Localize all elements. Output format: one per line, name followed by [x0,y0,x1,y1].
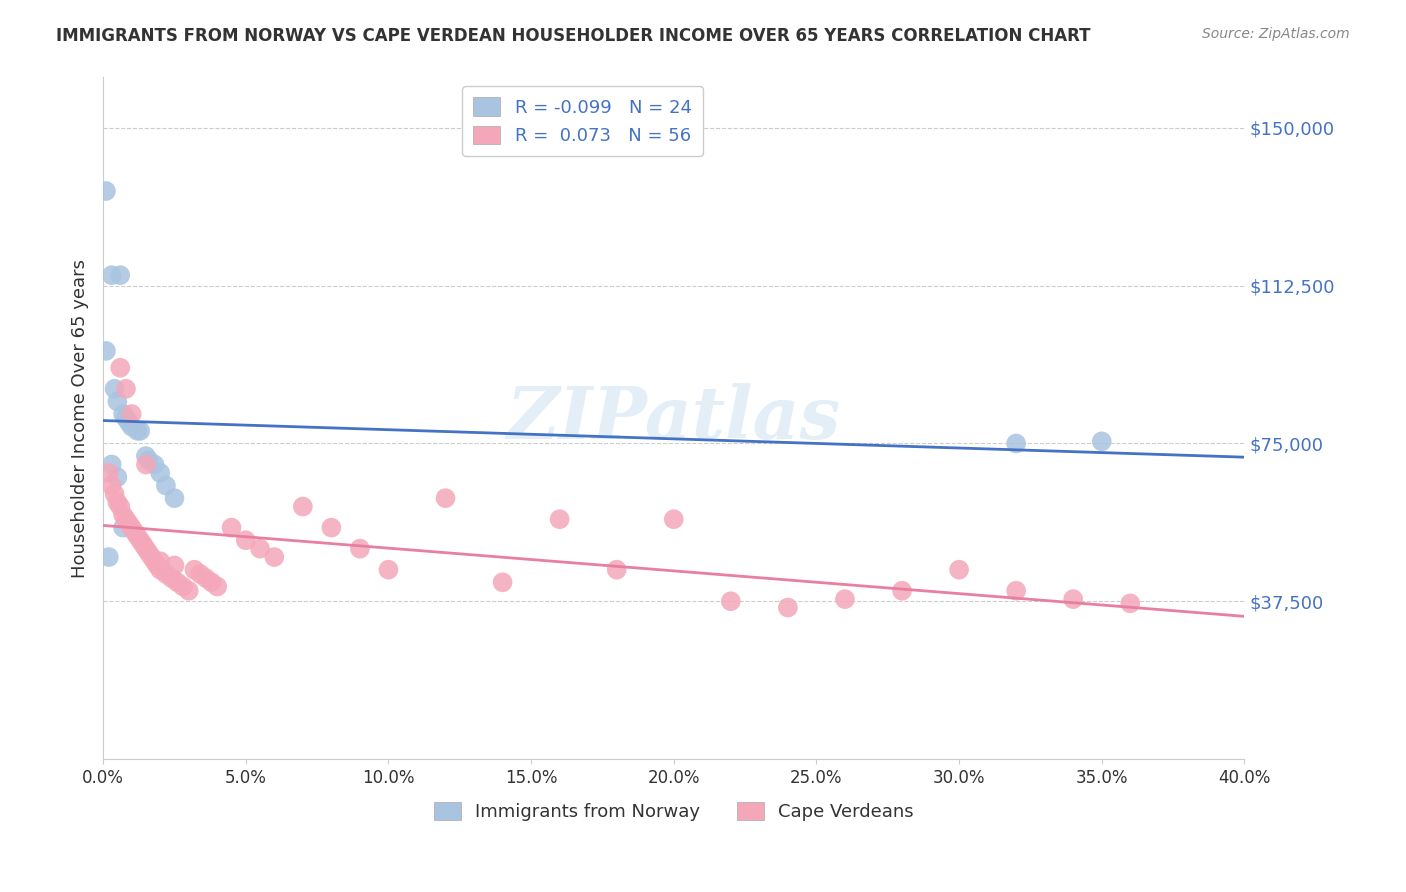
Point [129,424,152,438]
Point [491,575,513,590]
Point [720,594,742,608]
Point [110,360,132,375]
Point [200,575,222,590]
Point [291,500,314,514]
Point [1005,583,1028,598]
Point [110,268,132,282]
Point [138,453,160,467]
Text: IMMIGRANTS FROM NORWAY VS CAPE VERDEAN HOUSEHOLDER INCOME OVER 65 YEARS CORRELAT: IMMIGRANTS FROM NORWAY VS CAPE VERDEAN H… [56,27,1091,45]
Point [146,558,169,573]
Point [105,495,128,509]
Point [127,424,149,438]
Point [135,458,157,472]
Y-axis label: Householder Income Over 65 years: Householder Income Over 65 years [72,259,89,578]
Point [163,491,186,505]
Point [194,571,217,585]
Point [143,458,166,472]
Point [115,512,138,526]
Point [235,533,257,548]
Point [149,563,172,577]
Point [249,541,271,556]
Point [110,500,132,514]
Point [172,580,194,594]
Point [138,546,160,560]
Point [166,575,188,590]
Point [112,520,135,534]
Point [434,491,457,505]
Point [112,407,135,421]
Point [948,563,970,577]
Point [94,343,117,358]
Point [121,407,143,421]
Point [100,268,122,282]
Point [1091,434,1114,449]
Point [97,550,120,565]
Point [1062,592,1084,607]
Point [662,512,685,526]
Point [100,458,122,472]
Text: ZIPatlas: ZIPatlas [506,383,841,454]
Point [135,541,157,556]
Point [112,508,135,522]
Point [135,449,157,463]
Point [776,600,799,615]
Point [149,554,172,568]
Point [834,592,856,607]
Point [263,550,285,565]
Point [155,566,177,581]
Point [221,520,243,534]
Point [105,470,128,484]
Point [548,512,571,526]
Point [118,516,141,531]
Point [349,541,371,556]
Legend: Immigrants from Norway, Cape Verdeans: Immigrants from Norway, Cape Verdeans [423,790,925,831]
Point [118,416,141,430]
Point [160,571,183,585]
Point [115,411,138,425]
Point [891,583,914,598]
Point [149,466,172,480]
Point [115,382,138,396]
Point [188,566,211,581]
Point [103,487,125,501]
Point [94,184,117,198]
Point [121,419,143,434]
Point [183,563,205,577]
Point [132,537,155,551]
Point [127,529,149,543]
Point [606,563,628,577]
Point [1119,596,1142,610]
Point [121,520,143,534]
Point [155,478,177,492]
Point [100,478,122,492]
Point [124,524,146,539]
Point [143,554,166,568]
Point [321,520,343,534]
Point [97,466,120,480]
Text: Source: ZipAtlas.com: Source: ZipAtlas.com [1202,27,1350,41]
Point [207,580,229,594]
Point [163,558,186,573]
Point [105,394,128,409]
Point [129,533,152,548]
Point [177,583,200,598]
Point [141,550,163,565]
Point [103,382,125,396]
Point [377,563,399,577]
Point [1005,436,1028,450]
